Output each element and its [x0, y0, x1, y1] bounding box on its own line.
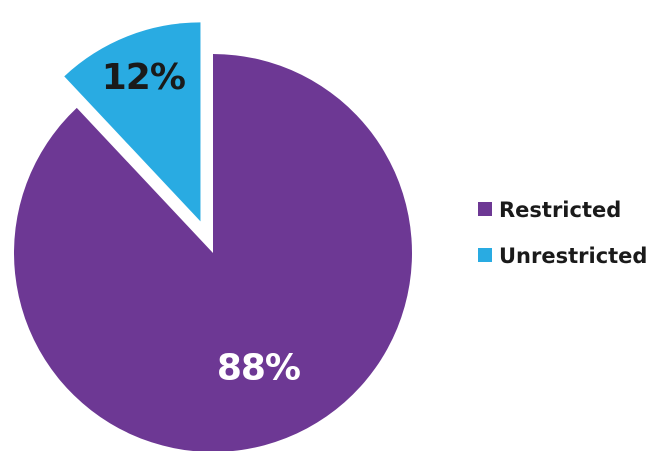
- pie-slice-labels: 88% 12%: [102, 57, 301, 389]
- chart-legend: Restricted Unrestricted: [478, 198, 647, 268]
- pie-label-restricted: 88%: [217, 348, 300, 389]
- legend-swatch-unrestricted: [478, 248, 492, 262]
- pie-slices: [14, 22, 412, 451]
- pie-slice-restricted: [14, 54, 412, 451]
- legend-label-restricted: Restricted: [499, 198, 621, 222]
- legend-swatch-restricted: [478, 202, 492, 216]
- pie-label-unrestricted: 12%: [102, 57, 185, 98]
- pie-slice-unrestricted: [64, 22, 201, 222]
- legend-label-unrestricted: Unrestricted: [499, 244, 647, 268]
